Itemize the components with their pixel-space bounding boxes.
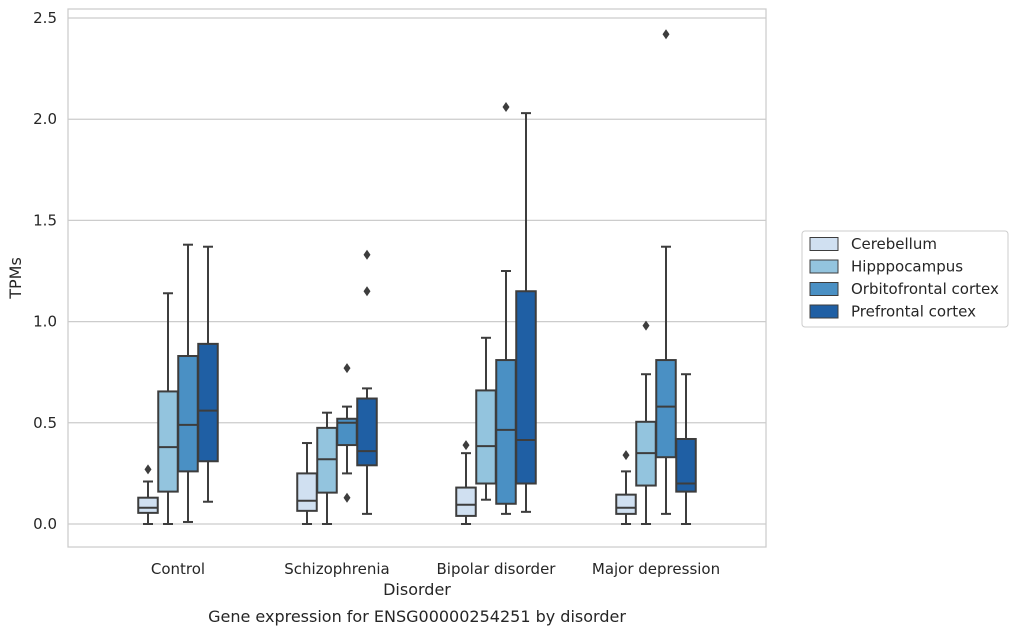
outlier-point	[343, 492, 351, 503]
legend-item: Hipppocampus	[809, 258, 963, 276]
box-layer	[137, 29, 697, 525]
legend-swatch	[809, 282, 839, 296]
box-item	[356, 249, 378, 515]
box-item	[336, 363, 358, 503]
box-body	[455, 486, 477, 517]
box-body	[675, 437, 697, 493]
legend-items: Cerebellum Hipppocampus Orbitofrontal cort…	[809, 235, 999, 321]
box-item	[177, 243, 199, 523]
box-body	[356, 397, 378, 467]
y-tick-label: 1.5	[33, 211, 57, 229]
box-item	[675, 373, 697, 525]
legend-label: Orbitofrontal cortex	[851, 280, 999, 298]
outlier-point	[642, 320, 650, 331]
outlier-point	[502, 102, 510, 113]
box-body	[615, 493, 637, 515]
outlier-point	[363, 286, 371, 297]
box-item	[495, 102, 517, 515]
box-item	[615, 450, 637, 525]
legend-label: Hipppocampus	[851, 258, 963, 276]
legend-swatch	[809, 237, 839, 251]
box-item	[316, 411, 338, 525]
x-tick-label: Bipolar disorder	[437, 560, 557, 578]
y-axis-ticks: 0.0 0.5 1.0 1.5 2.0 2.5	[33, 9, 57, 533]
box-group	[137, 243, 219, 525]
outlier-point	[363, 249, 371, 260]
x-tick-label: Schizophrenia	[284, 560, 389, 578]
legend-swatch	[809, 259, 839, 274]
outlier-point	[343, 363, 351, 374]
y-axis-label: TPMs	[6, 257, 25, 300]
box-body	[296, 472, 318, 512]
outlier-point	[662, 29, 670, 40]
box-group	[455, 102, 537, 525]
box-body	[495, 359, 517, 505]
legend-item: Prefrontal cortex	[809, 303, 976, 321]
legend: Cerebellum Hipppocampus Orbitofrontal cort…	[801, 230, 1009, 328]
outlier-point	[144, 464, 152, 475]
legend-label: Cerebellum	[851, 235, 937, 253]
box-body	[177, 355, 199, 473]
legend-item: Cerebellum	[809, 235, 937, 253]
legend-frame	[801, 230, 1009, 328]
y-tick-label: 2.5	[33, 9, 57, 27]
box-body	[316, 426, 338, 494]
box-body	[515, 290, 537, 485]
legend-swatch	[809, 304, 839, 319]
box-item	[455, 440, 477, 525]
legend-item: Orbitofrontal cortex	[809, 280, 999, 298]
box-group	[296, 249, 378, 525]
box-body	[137, 496, 159, 514]
box-item	[655, 29, 677, 515]
box-item	[197, 245, 219, 503]
box-body	[655, 359, 677, 459]
box-body	[157, 390, 179, 493]
y-tick-label: 0.0	[33, 515, 57, 533]
x-tick-label: Major depression	[592, 560, 720, 578]
box-item	[296, 442, 318, 525]
box-body	[197, 342, 219, 463]
x-axis-label: Disorder	[383, 580, 451, 599]
y-tick-label: 0.5	[33, 414, 57, 432]
x-tick-label: Control	[151, 560, 205, 578]
outlier-point	[622, 450, 630, 461]
chart-caption: Gene expression for ENSG00000254251 by d…	[208, 607, 626, 626]
box-body	[475, 389, 497, 485]
y-tick-label: 1.0	[33, 313, 57, 331]
box-item	[137, 464, 159, 525]
box-group	[615, 29, 697, 525]
box-item	[515, 112, 537, 513]
y-tick-label: 2.0	[33, 110, 57, 128]
outlier-point	[462, 440, 470, 451]
legend-label: Prefrontal cortex	[851, 303, 976, 321]
x-axis-ticks: Control Schizophrenia Bipolar disorder Majo…	[151, 560, 720, 578]
